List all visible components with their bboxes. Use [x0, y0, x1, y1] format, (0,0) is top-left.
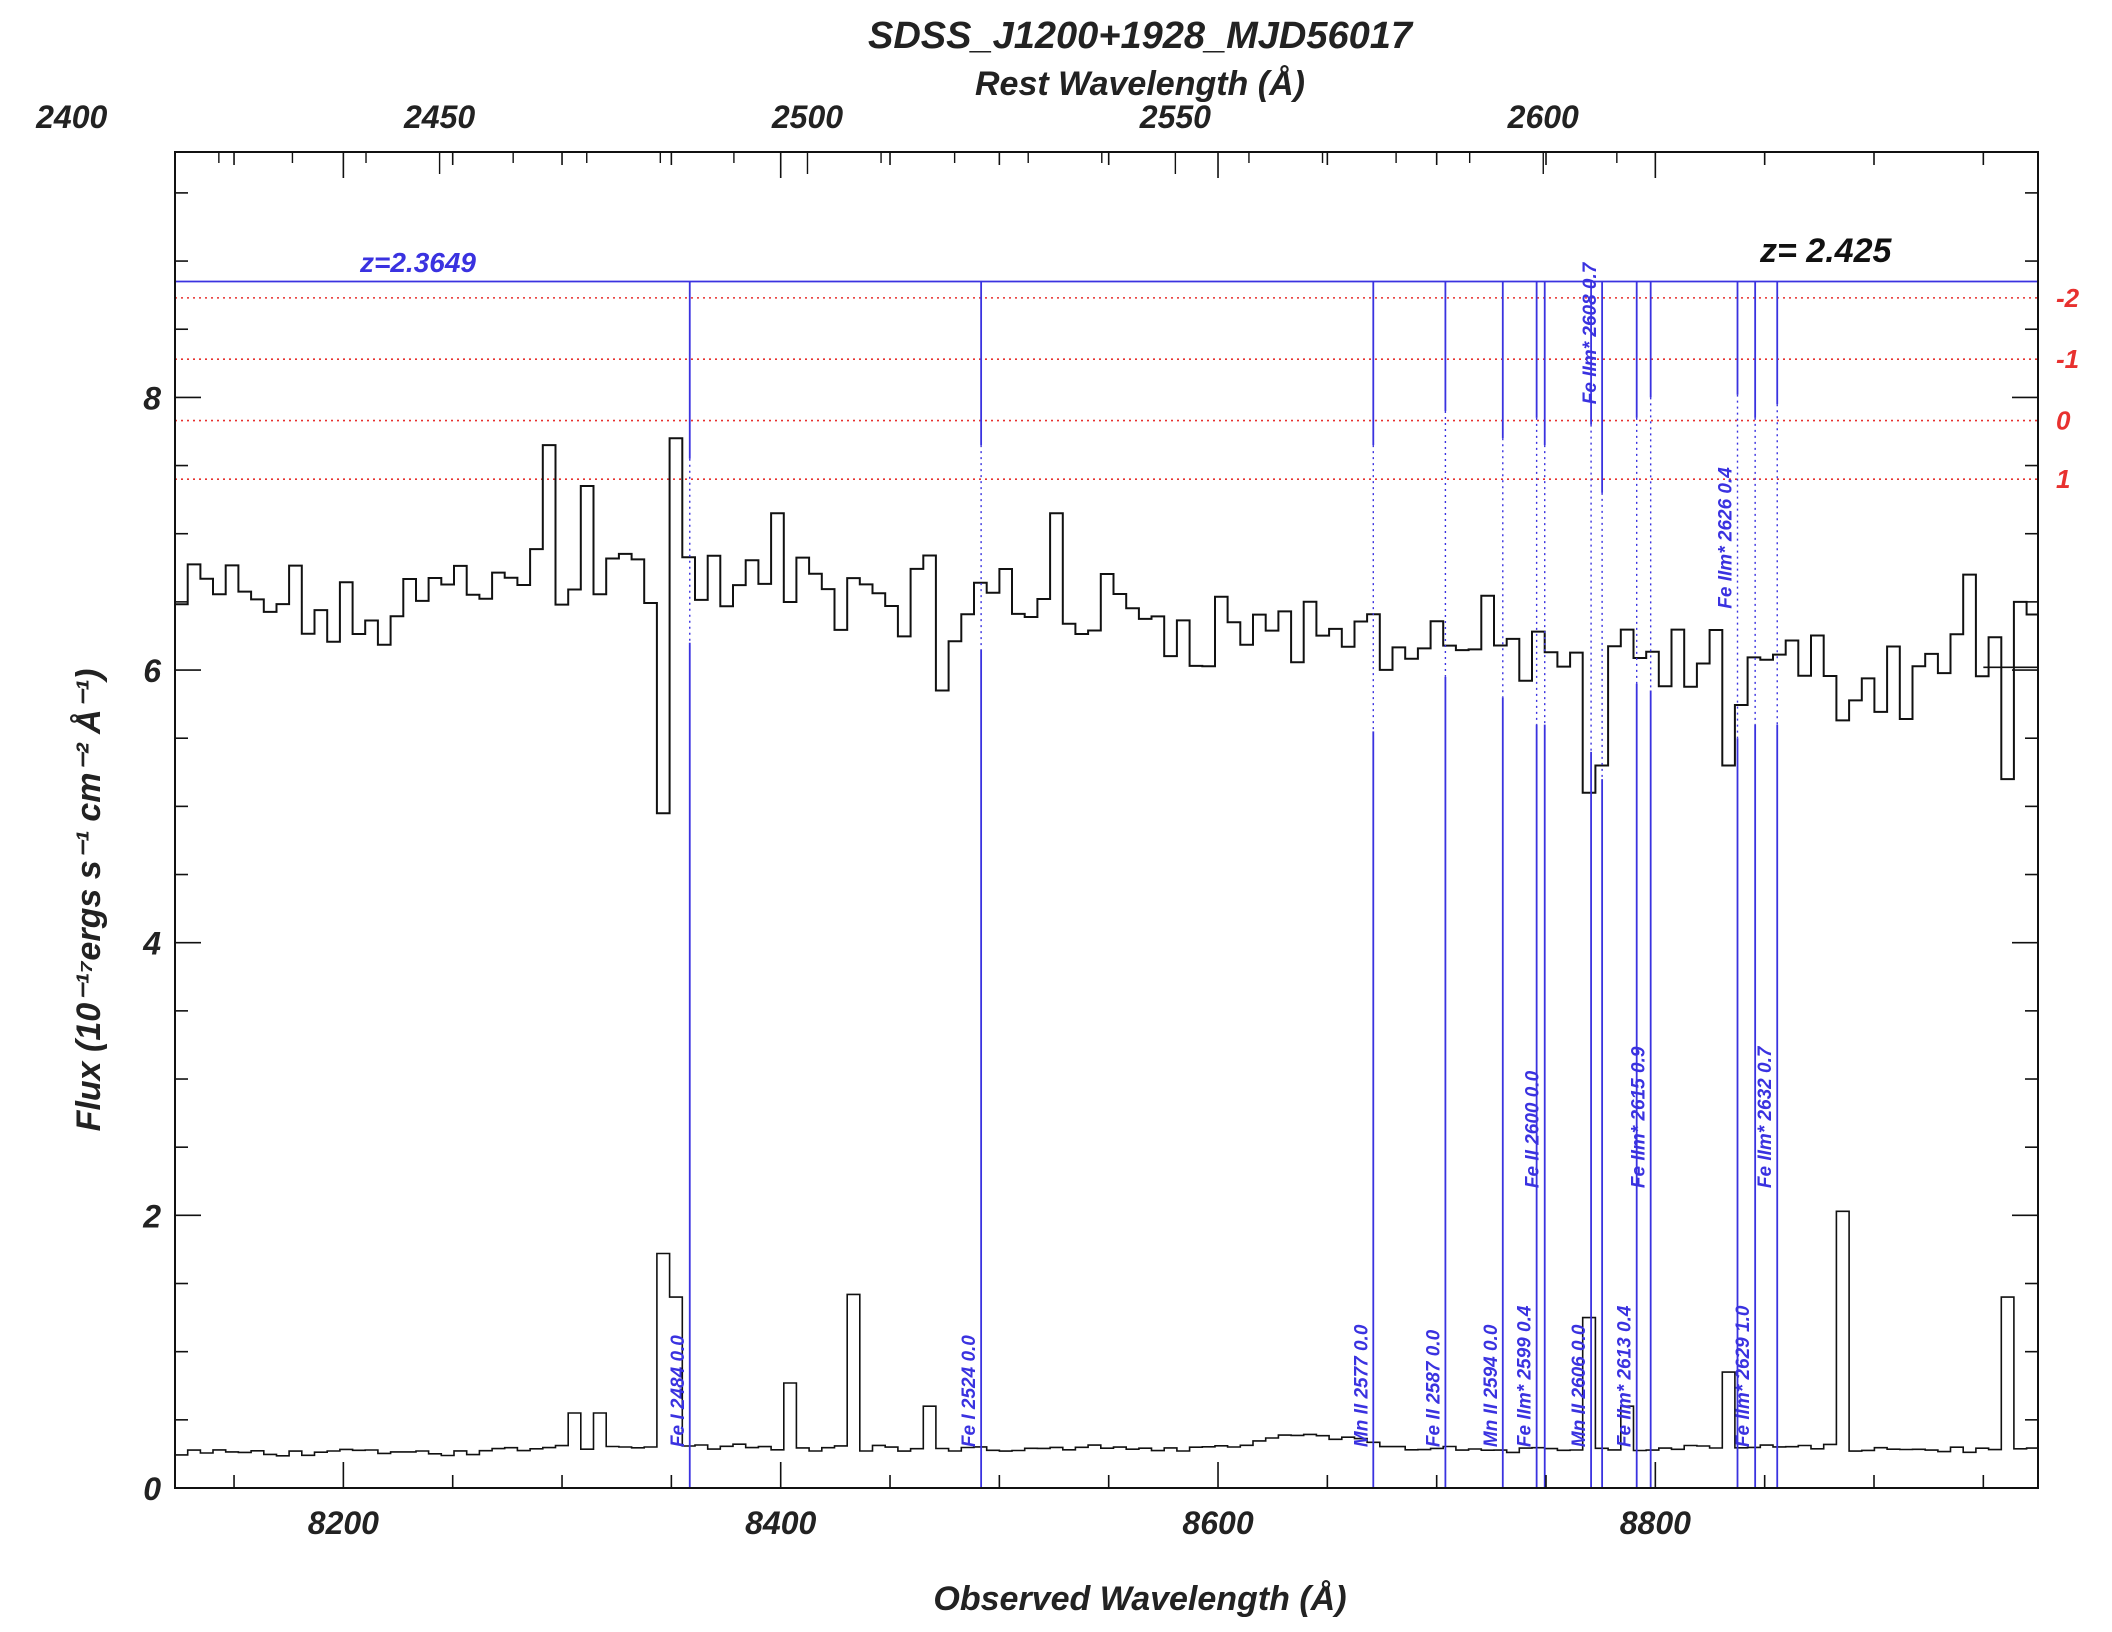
absorption-line: Fe IIm* 2599 0.4 — [1515, 281, 1538, 1488]
x-tick-label: 8600 — [1182, 1505, 1253, 1541]
y-tick-label: 8 — [143, 380, 161, 416]
flux-series-line — [175, 437, 2038, 815]
absorption-line: Fe IIm* 2608 0.7 — [1580, 261, 1604, 1488]
absorption-line: Fe IIm* 2632 0.7 — [1755, 281, 1779, 1488]
top-tick-label: 2500 — [771, 99, 843, 135]
absorption-line: Mn II 2594 0.0 — [1481, 281, 1504, 1488]
top-tick-label: 2450 — [403, 99, 475, 135]
absorption-line-label: Fe II 2600 0.0 — [1523, 1070, 1544, 1188]
absorption-line-label: Fe IIm* 2613 0.4 — [1615, 1305, 1636, 1447]
absorber-redshift-label: z=2.3649 — [359, 247, 476, 278]
absorption-line: Fe IIm* 2613 0.4 — [1615, 281, 1638, 1488]
dotted-level-label: -1 — [2056, 344, 2079, 374]
absorption-line: Fe I 2484 0.0 — [668, 281, 691, 1488]
x-tick-label: 8200 — [308, 1505, 379, 1541]
absorption-line-label: Fe IIm* 2608 0.7 — [1580, 261, 1601, 404]
absorption-line-label: Mn II 2577 0.0 — [1351, 1324, 1372, 1447]
absorption-line: Fe IIm* 2629 1.0 — [1733, 281, 1757, 1488]
top-tick-label: 2600 — [1507, 99, 1579, 135]
absorption-line: Fe IIm* 2626 0.4 — [1716, 281, 1739, 1488]
y-tick-label: 4 — [142, 926, 161, 962]
absorption-line-label: Fe I 2484 0.0 — [668, 1335, 689, 1447]
top-tick-label: 2400 — [35, 99, 107, 135]
dotted-level-label: 1 — [2056, 464, 2070, 494]
top-tick-label: 2550 — [1139, 99, 1211, 135]
absorption-line-label: Mn II 2594 0.0 — [1481, 1324, 1502, 1447]
y-tick-label: 6 — [143, 653, 161, 689]
absorption-line-label: Fe IIm* 2629 1.0 — [1733, 1305, 1754, 1447]
qso-redshift-label: z= 2.425 — [1759, 232, 1892, 270]
absorption-line: Fe I 2524 0.0 — [959, 281, 983, 1488]
absorption-line-label: Fe IIm* 2615 0.9 — [1629, 1046, 1650, 1188]
absorption-line-label: Fe IIm* 2599 0.4 — [1515, 1305, 1536, 1447]
x-tick-label: 8800 — [1620, 1505, 1691, 1541]
dotted-level-label: -2 — [2056, 283, 2080, 313]
plot-frame — [174, 151, 2039, 1489]
absorption-line-label: Fe I 2524 0.0 — [959, 1335, 980, 1447]
x-tick-label: 8400 — [745, 1505, 816, 1541]
absorption-line: Mn II 2577 0.0 — [1351, 281, 1375, 1488]
absorption-line: Fe II 2600 0.0 — [1523, 281, 1546, 1488]
error-series-line — [175, 1210, 2038, 1457]
absorption-line: Mn II 2606 0.0 — [1569, 281, 1592, 1488]
absorption-line-label: Fe II 2587 0.0 — [1423, 1329, 1444, 1447]
dotted-level-label: 0 — [2056, 406, 2071, 436]
x-axis-title: Observed Wavelength (Å) — [933, 1580, 1346, 1618]
absorption-line: Fe IIm* 2615 0.9 — [1629, 281, 1652, 1488]
chart-title: SDSS_J1200+1928_MJD56017 — [868, 15, 1414, 57]
y-axis-title: Flux (10⁻¹⁷ergs s⁻¹ cm⁻² Å⁻¹) — [70, 669, 108, 1132]
absorption-line-label: Fe IIm* 2632 0.7 — [1755, 1045, 1776, 1188]
absorption-line-label: Fe IIm* 2626 0.4 — [1716, 467, 1737, 609]
top-axis-title: Rest Wavelength (Å) — [975, 65, 1305, 103]
y-tick-label: 0 — [143, 1471, 161, 1507]
plot-layer: -2 -1 0 1 Fe I 2484 0.0 Fe I 2524 0.0 Mn II 25… — [35, 99, 2080, 1541]
y-tick-label: 2 — [142, 1198, 161, 1234]
absorption-line-label: Mn II 2606 0.0 — [1569, 1324, 1590, 1447]
absorption-line: Fe II 2587 0.0 — [1423, 281, 1447, 1488]
